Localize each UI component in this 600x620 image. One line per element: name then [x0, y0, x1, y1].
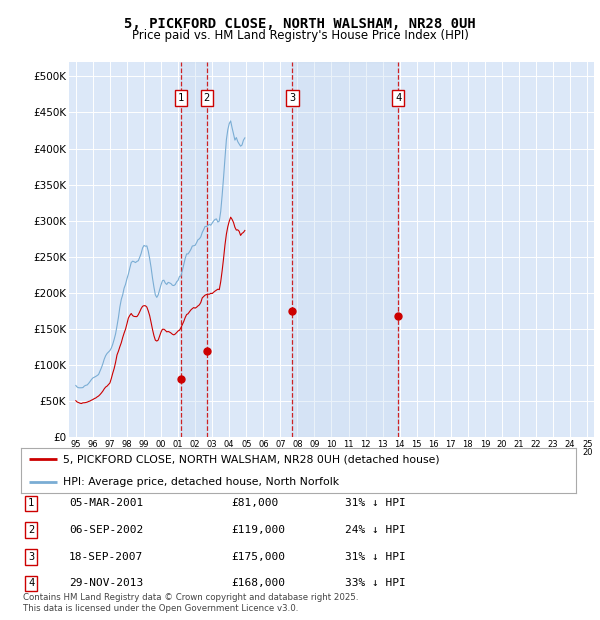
- Text: 4: 4: [395, 92, 401, 103]
- Text: 31% ↓ HPI: 31% ↓ HPI: [345, 498, 406, 508]
- Text: 05-MAR-2001: 05-MAR-2001: [69, 498, 143, 508]
- Bar: [181, 62, 206, 437]
- Text: Contains HM Land Registry data © Crown copyright and database right 2025.
This d: Contains HM Land Registry data © Crown c…: [23, 593, 358, 613]
- Text: 29-NOV-2013: 29-NOV-2013: [69, 578, 143, 588]
- Bar: [292, 62, 398, 437]
- Text: 3: 3: [28, 552, 34, 562]
- Text: 31% ↓ HPI: 31% ↓ HPI: [345, 552, 406, 562]
- Text: £119,000: £119,000: [231, 525, 285, 535]
- Text: 3: 3: [289, 92, 296, 103]
- Text: 1: 1: [28, 498, 34, 508]
- Text: 33% ↓ HPI: 33% ↓ HPI: [345, 578, 406, 588]
- Text: £81,000: £81,000: [231, 498, 278, 508]
- Text: 24% ↓ HPI: 24% ↓ HPI: [345, 525, 406, 535]
- Text: 18-SEP-2007: 18-SEP-2007: [69, 552, 143, 562]
- Text: 4: 4: [28, 578, 34, 588]
- Text: 2: 2: [203, 92, 209, 103]
- Text: 1: 1: [178, 92, 184, 103]
- Text: HPI: Average price, detached house, North Norfolk: HPI: Average price, detached house, Nort…: [62, 477, 339, 487]
- Text: £175,000: £175,000: [231, 552, 285, 562]
- Text: 2: 2: [28, 525, 34, 535]
- Text: 5, PICKFORD CLOSE, NORTH WALSHAM, NR28 0UH (detached house): 5, PICKFORD CLOSE, NORTH WALSHAM, NR28 0…: [62, 454, 439, 464]
- Text: 5, PICKFORD CLOSE, NORTH WALSHAM, NR28 0UH: 5, PICKFORD CLOSE, NORTH WALSHAM, NR28 0…: [124, 17, 476, 30]
- Text: Price paid vs. HM Land Registry's House Price Index (HPI): Price paid vs. HM Land Registry's House …: [131, 30, 469, 42]
- Text: £168,000: £168,000: [231, 578, 285, 588]
- Text: 06-SEP-2002: 06-SEP-2002: [69, 525, 143, 535]
